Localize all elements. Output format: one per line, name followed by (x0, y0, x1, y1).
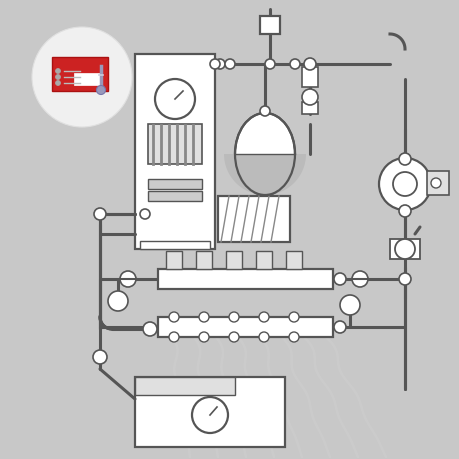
Circle shape (258, 312, 269, 322)
Bar (256, 252, 271, 269)
Circle shape (394, 240, 414, 259)
Circle shape (199, 332, 208, 342)
Circle shape (229, 332, 239, 342)
Bar (389, 240, 419, 259)
Circle shape (398, 206, 410, 218)
Circle shape (32, 28, 132, 128)
Ellipse shape (235, 114, 294, 196)
Circle shape (56, 75, 61, 80)
Circle shape (264, 60, 274, 70)
Bar (74, 74, 102, 86)
Circle shape (168, 332, 179, 342)
Circle shape (333, 321, 345, 333)
Circle shape (96, 86, 105, 95)
Bar (225, 252, 241, 269)
Bar (52, 58, 108, 92)
Circle shape (108, 291, 128, 311)
Circle shape (191, 397, 228, 433)
Circle shape (199, 312, 208, 322)
Bar (157, 269, 332, 289)
Circle shape (259, 107, 269, 117)
Circle shape (289, 60, 299, 70)
Bar (148, 179, 202, 190)
Circle shape (93, 350, 107, 364)
Bar (166, 252, 182, 269)
Circle shape (56, 81, 61, 86)
Circle shape (210, 60, 219, 70)
Circle shape (339, 295, 359, 315)
Circle shape (398, 274, 410, 285)
Bar (259, 17, 280, 35)
Circle shape (224, 60, 235, 70)
Circle shape (155, 80, 195, 120)
Circle shape (302, 90, 317, 106)
Circle shape (288, 312, 298, 322)
Circle shape (94, 208, 106, 220)
Bar (148, 191, 202, 202)
Bar (157, 317, 332, 337)
Bar (426, 172, 448, 196)
Circle shape (56, 69, 61, 74)
Circle shape (214, 60, 224, 70)
Bar (134, 377, 285, 447)
Bar (218, 196, 289, 242)
Bar (302, 68, 317, 88)
Bar (302, 103, 317, 115)
Circle shape (120, 271, 136, 287)
Circle shape (229, 312, 239, 322)
Circle shape (304, 60, 314, 70)
Bar (148, 125, 202, 165)
Circle shape (258, 332, 269, 342)
Circle shape (398, 154, 410, 166)
Circle shape (143, 322, 157, 336)
Circle shape (288, 332, 298, 342)
Circle shape (140, 210, 150, 219)
Circle shape (351, 271, 367, 287)
Bar (134, 377, 235, 395)
Bar (140, 241, 210, 249)
Bar (196, 252, 212, 269)
Circle shape (168, 312, 179, 322)
Bar (134, 55, 214, 249)
Circle shape (430, 179, 440, 189)
Circle shape (392, 173, 416, 196)
Bar (285, 252, 302, 269)
Circle shape (378, 159, 430, 211)
Circle shape (303, 59, 315, 71)
Wedge shape (224, 155, 305, 196)
Circle shape (333, 274, 345, 285)
